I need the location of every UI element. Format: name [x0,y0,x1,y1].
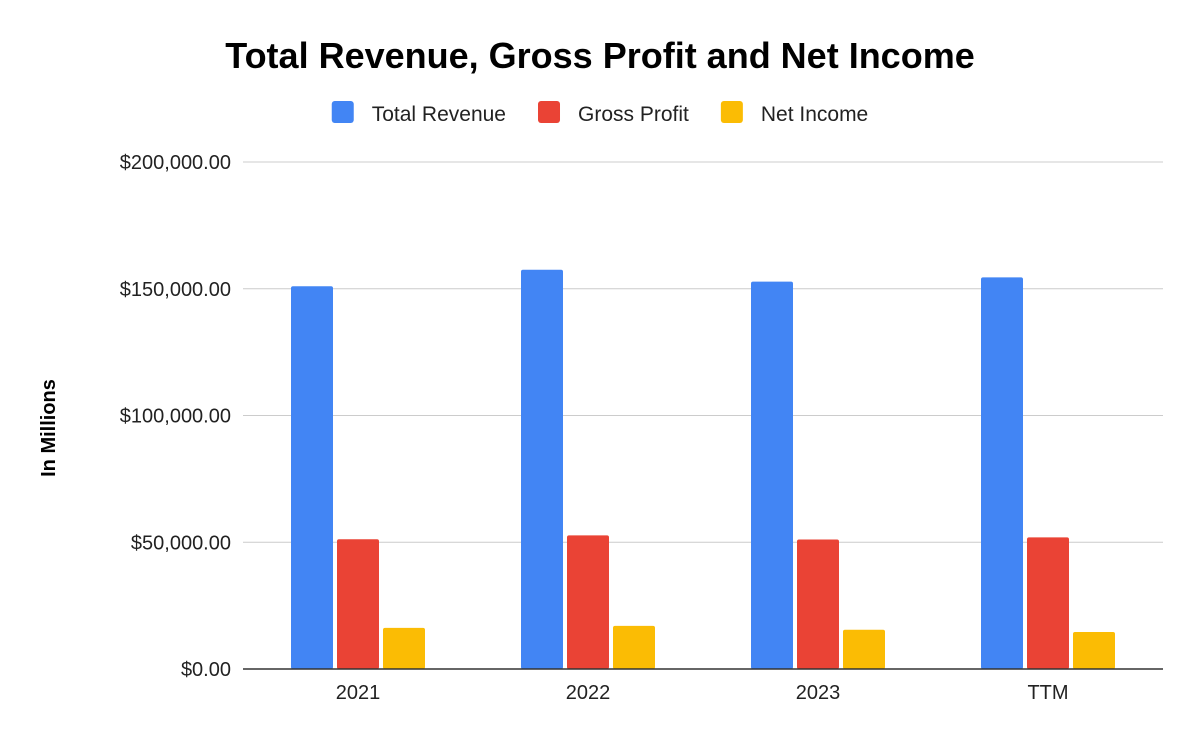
y-tick-label: $100,000.00 [120,406,231,428]
bar-gross-profit-2023 [797,539,839,669]
bars [291,269,1115,669]
bar-net-income-2021 [383,627,425,669]
legend-label-net-income: Net Income [761,103,868,126]
y-tick-label: $0.00 [181,659,231,681]
x-tick-label: 2021 [336,682,381,704]
x-tick-label: 2023 [796,682,841,704]
x-tick-label: TTM [1027,682,1068,704]
y-axis-ticks: $0.00 $50,000.00 $100,000.00 $150,000.00 $20… [120,152,231,681]
y-tick-label: $50,000.00 [131,532,231,554]
y-tick-label: $150,000.00 [120,279,231,301]
chart-legend: Total Revenue Gross Profit Net Income [331,101,868,126]
gridlines [243,161,1163,543]
bar-total-revenue-2021 [291,286,333,669]
legend-swatch-net-income [720,101,743,123]
y-tick-label: $200,000.00 [120,152,231,174]
bar-total-revenue-2023 [751,281,793,669]
bar-gross-profit-2022 [567,535,609,669]
bar-total-revenue-ttm [981,277,1023,669]
bar-total-revenue-2022 [521,269,563,669]
bar-net-income-ttm [1073,631,1115,669]
bar-gross-profit-ttm [1027,537,1069,669]
legend-swatch-gross-profit [538,101,561,123]
bar-net-income-2022 [613,625,655,669]
x-axis-ticks: 2021 2022 2023 TTM [336,682,1069,704]
legend-swatch-total-revenue [331,101,354,123]
chart-title: Total Revenue, Gross Profit and Net Inco… [225,35,974,76]
legend-label-gross-profit: Gross Profit [578,103,689,126]
x-tick-label: 2022 [566,682,611,704]
bar-net-income-2023 [843,629,885,669]
bar-gross-profit-2021 [337,539,379,669]
y-axis-label: In Millions [38,379,60,477]
legend-label-total-revenue: Total Revenue [372,103,506,126]
